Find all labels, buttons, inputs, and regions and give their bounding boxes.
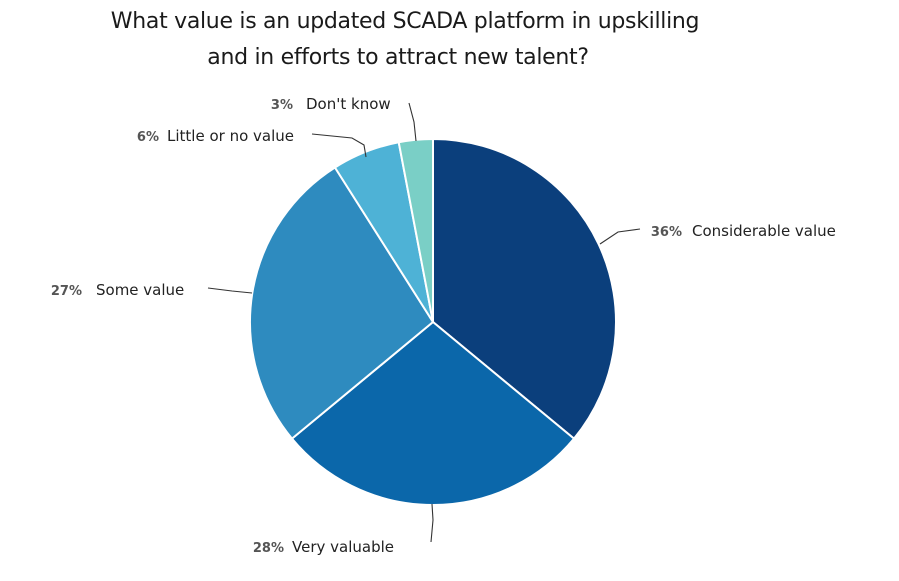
slice-category-label: Some value [96,281,184,299]
slice-percent-label: 28% [253,541,284,556]
leader-line [207,287,253,294]
slice-labels: 36% Considerable value 28% Very valuable 27%… [51,95,836,556]
leader-line [311,133,367,158]
leader-line [408,102,417,142]
pie-slice-very-valuable [290,320,576,506]
leader-line [430,503,434,543]
pie-slice-some-value [249,166,435,441]
slice-category-label: Very valuable [292,538,394,556]
slice-category-label: Little or no value [167,127,294,145]
slice-category-label: Don't know [306,95,391,113]
chart-title-line-1: What value is an updated SCADA platform … [111,9,699,34]
slice-percent-label: 6% [137,130,159,145]
slice-percent-label: 27% [51,284,82,299]
slice-category-label: Considerable value [692,222,836,240]
leader-line [599,228,641,245]
leader-lines [207,102,641,543]
slice-percent-label: 3% [271,98,293,113]
slice-percent-label: 36% [651,225,682,240]
pie-slice-considerable-value [432,137,617,441]
chart-title-line-2: and in efforts to attract new talent? [207,45,588,70]
pie-slices [249,137,617,506]
